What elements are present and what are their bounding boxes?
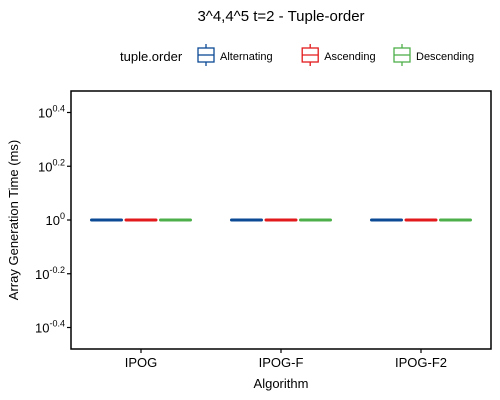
x-tick-label: IPOG-F2: [395, 355, 447, 370]
x-tick-label: IPOG: [125, 355, 158, 370]
y-axis-label: Array Generation Time (ms): [6, 140, 21, 300]
y-tick-label: 10-0.2: [35, 265, 65, 282]
legend-key-ascending: [301, 44, 319, 66]
legend-title: tuple.order: [120, 49, 183, 64]
legend: tuple.order Alternating Ascending Descendi…: [120, 44, 474, 66]
legend-label-descending: Descending: [416, 51, 474, 63]
y-tick-label: 100.2: [38, 157, 65, 174]
y-tick-label: 100.4: [38, 104, 65, 121]
x-axis-label: Algorithm: [254, 376, 309, 391]
legend-key-descending: [393, 44, 411, 66]
legend-label-ascending: Ascending: [324, 51, 375, 63]
y-tick-label: 10-0.4: [35, 319, 65, 336]
chart-title: 3^4,4^5 t=2 - Tuple-order: [197, 8, 364, 25]
y-tick-label: 100: [46, 211, 65, 228]
x-axis: IPOG IPOG-F IPOG-F2: [125, 349, 447, 370]
x-tick-label: IPOG-F: [259, 355, 304, 370]
legend-label-alternating: Alternating: [220, 51, 273, 63]
legend-key-alternating: [197, 44, 215, 66]
y-axis: 100.4 100.2 100 10-0.2 10-0.4: [35, 104, 71, 336]
